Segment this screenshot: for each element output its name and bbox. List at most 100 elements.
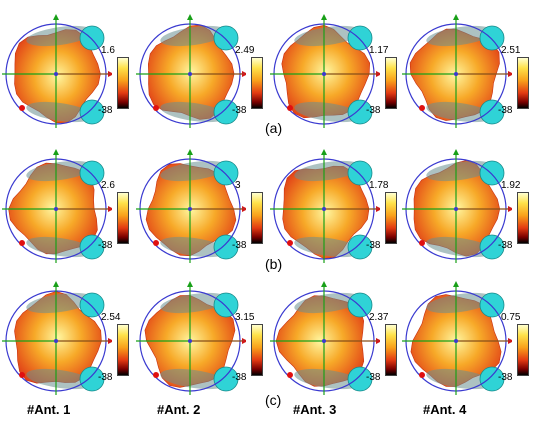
scale-max-label: 2.49 [235,45,255,56]
scale-unit-mark-icon: → [106,337,111,343]
z-axis-arrow-icon [242,206,246,212]
scale-max-label: 1.92 [501,180,521,191]
radiation-pattern-panel: 2.37 → -38 [268,275,400,403]
scale-min-label: -38 [232,105,247,116]
hand-model-top [426,160,505,186]
y-axis-arrow-icon [53,14,59,20]
y-axis-arrow-icon [53,149,59,155]
origin-dot [322,207,326,211]
y-axis-arrow-icon [321,281,327,287]
feed-point-dot [19,105,25,111]
feed-point-dot [287,372,293,378]
scale-max-label: 2.54 [101,312,121,323]
pattern-plot [402,14,512,128]
hand-model-top [26,160,105,186]
color-scale-bar [117,324,129,376]
hand-model-top [426,25,505,51]
z-axis-arrow-icon [508,338,512,344]
hand-model-top [294,160,373,186]
feed-point-dot [19,372,25,378]
hand-model-top [160,25,239,51]
feed-point-dot [287,105,293,111]
feed-point-dot [419,240,425,246]
z-axis-arrow-icon [376,206,380,212]
hand-model-bottom [426,366,505,392]
hand-model-top [160,292,239,318]
scale-max-label: 1.6 [101,45,115,56]
scale-max-label: 3.15 [235,312,255,323]
antenna-column-label: #Ant. 4 [423,402,467,417]
scale-min-label: -38 [98,372,113,383]
radiation-pattern-panel: 1.92 → -38 [400,143,532,271]
scale-min-label: -38 [366,372,381,383]
hand-model-bottom [294,234,373,260]
scale-unit-mark-icon: → [240,337,245,343]
scale-unit-mark-icon: → [106,205,111,211]
color-scale-bar [385,324,397,376]
scale-min-label: -38 [498,105,513,116]
origin-dot [188,207,192,211]
scale-unit-mark-icon: → [374,205,379,211]
pattern-plot [402,281,512,395]
pattern-plot [136,149,246,263]
scale-unit-mark-icon: → [506,70,511,76]
scale-max-label: 2.51 [501,45,521,56]
origin-dot [54,339,58,343]
scale-min-label: -38 [232,372,247,383]
radiation-pattern-panel: 2.51 → -38 [400,8,532,136]
row-label: (b) [265,256,283,272]
pattern-plot [270,149,380,263]
z-axis-arrow-icon [108,338,112,344]
origin-dot [188,339,192,343]
feed-point-dot [153,105,159,111]
row-label: (a) [265,120,283,136]
hand-model-bottom [26,99,105,125]
scale-unit-mark-icon: → [506,337,511,343]
antenna-column-label: #Ant. 3 [293,402,337,417]
origin-dot [454,339,458,343]
origin-dot [54,207,58,211]
radiation-pattern-panel: 2.6 → -38 [0,143,132,271]
pattern-plot [270,14,380,128]
hand-model-top [26,292,105,318]
color-scale-bar [517,192,529,244]
y-axis-arrow-icon [187,281,193,287]
scale-unit-mark-icon: → [374,70,379,76]
feed-point-dot [287,240,293,246]
y-axis-arrow-icon [453,281,459,287]
z-axis-arrow-icon [376,71,380,77]
scale-max-label: 1.78 [369,180,389,191]
color-scale-bar [385,192,397,244]
hand-model-bottom [160,99,239,125]
y-axis-arrow-icon [321,149,327,155]
color-scale-bar [251,324,263,376]
hand-model-top [294,25,373,51]
scale-unit-mark-icon: → [506,205,511,211]
scale-max-label: 1.17 [369,45,389,56]
radiation-pattern-panel: 3 → -38 [134,143,266,271]
z-axis-arrow-icon [242,338,246,344]
hand-model-top [26,25,105,51]
scale-min-label: -38 [366,240,381,251]
y-axis-arrow-icon [187,14,193,20]
scale-min-label: -38 [498,240,513,251]
z-axis-arrow-icon [242,71,246,77]
antenna-column-label: #Ant. 1 [27,402,71,417]
scale-min-label: -38 [98,105,113,116]
hand-model-bottom [294,366,373,392]
pattern-plot [2,14,112,128]
pattern-plot [136,281,246,395]
scale-max-label: 2.37 [369,312,389,323]
color-scale-bar [517,57,529,109]
scale-min-label: -38 [498,372,513,383]
scale-max-label: 2.6 [101,180,115,191]
radiation-pattern-panel: 1.17 → -38 [268,8,400,136]
radiation-pattern-panel: 1.78 → -38 [268,143,400,271]
color-scale-bar [251,192,263,244]
y-axis-arrow-icon [321,14,327,20]
origin-dot [322,72,326,76]
z-axis-arrow-icon [508,206,512,212]
origin-dot [454,72,458,76]
hand-model-top [426,292,505,318]
